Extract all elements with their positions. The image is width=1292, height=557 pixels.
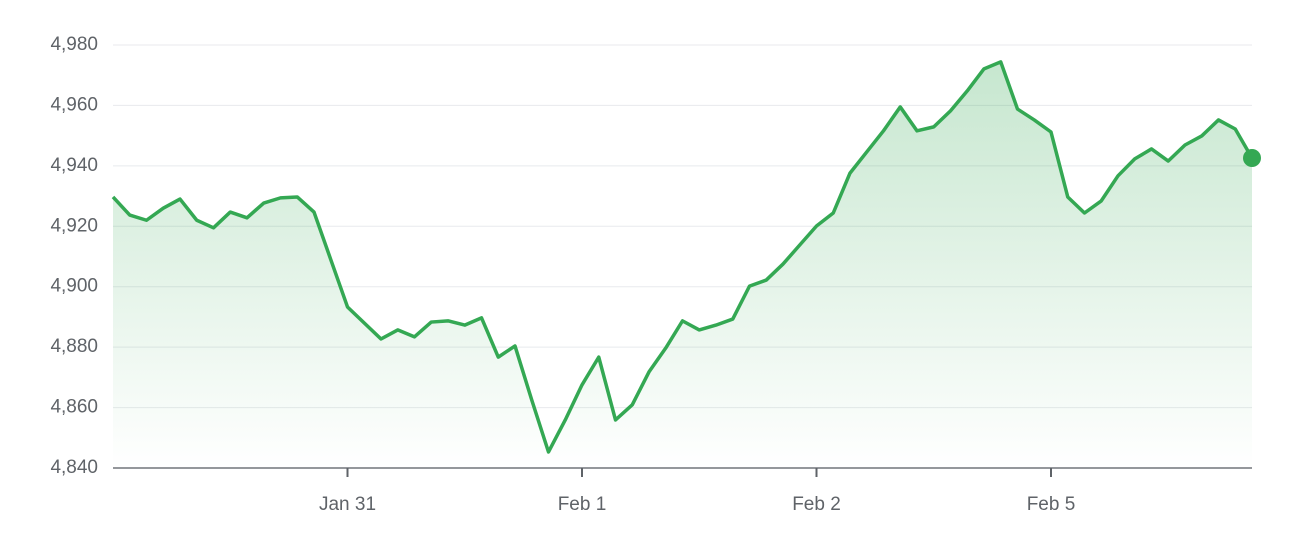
y-tick-label: 4,920: [50, 215, 98, 236]
y-tick-label: 4,900: [50, 276, 98, 297]
y-tick-label: 4,860: [50, 397, 98, 418]
price-line: [111, 60, 1254, 454]
y-tick-label: 4,980: [50, 34, 98, 55]
x-tick-label: Feb 1: [558, 494, 607, 515]
x-tick-label: Feb 5: [1027, 494, 1076, 515]
y-tick-label: 4,880: [50, 336, 98, 357]
y-tick-label: 4,960: [50, 94, 98, 115]
x-tick-label: Feb 2: [792, 494, 841, 515]
y-tick-label: 4,840: [50, 457, 98, 478]
area-fill: [113, 61, 1252, 469]
x-tick-label: Jan 31: [319, 494, 376, 515]
last-point: [1243, 149, 1261, 168]
y-tick-label: 4,940: [50, 155, 98, 176]
